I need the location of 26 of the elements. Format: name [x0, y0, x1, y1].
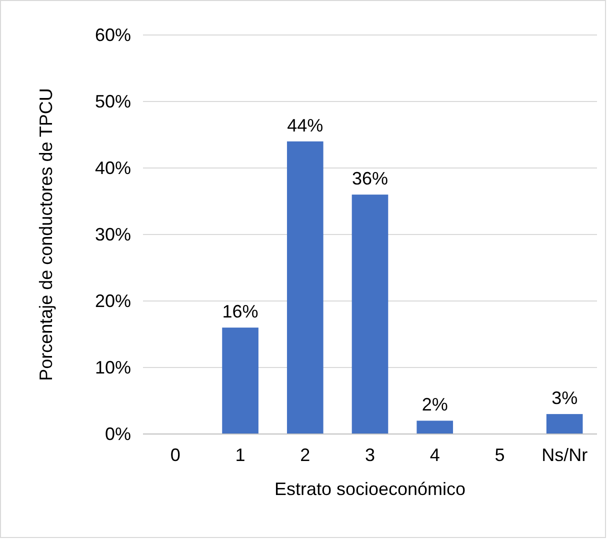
x-axis-title: Estrato socioeconómico	[274, 479, 466, 499]
y-tick-label: 60%	[94, 24, 131, 45]
bar	[286, 141, 324, 434]
y-tick-label: 0%	[104, 424, 131, 444]
data-label: 3%	[552, 388, 578, 408]
x-tick-label: 4	[430, 444, 440, 465]
y-axis-title: Porcentaje de conductores de TPCU	[36, 88, 56, 381]
y-tick-label: 20%	[94, 290, 131, 311]
data-label: 16%	[222, 302, 258, 322]
data-label: 36%	[352, 168, 388, 189]
x-tick-label: 5	[494, 444, 505, 465]
x-tick-label: 3	[364, 444, 376, 465]
x-tick-label: Ns/Nr	[542, 444, 588, 465]
data-label: 44%	[287, 115, 324, 136]
data-label: 2%	[422, 394, 448, 415]
y-tick-label: 30%	[94, 224, 131, 244]
x-tick-label: 2	[300, 444, 310, 465]
bar	[546, 414, 583, 434]
x-tick-label: 1	[235, 444, 246, 465]
y-tick-label: 50%	[94, 91, 131, 112]
x-tick-label: 0	[170, 444, 180, 465]
y-tick-label: 40%	[94, 158, 131, 178]
y-tick-label: 10%	[94, 357, 131, 378]
bar	[352, 194, 388, 434]
bar	[222, 328, 258, 434]
bar	[416, 420, 454, 434]
